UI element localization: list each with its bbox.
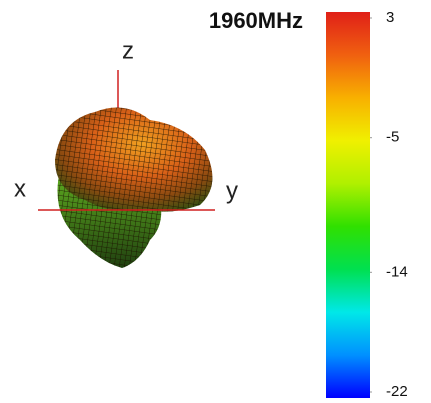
- colorbar-tick-label: -5: [386, 129, 399, 146]
- colorbar-tick-label: -22: [386, 383, 408, 400]
- y-axis-label: y: [226, 177, 238, 204]
- x-axis-label: x: [14, 175, 26, 202]
- chart-title: 1960MHz: [209, 8, 303, 33]
- colorbar: [326, 12, 370, 398]
- z-axis-label: z: [122, 37, 134, 64]
- pattern-surface: [38, 70, 215, 268]
- colorbar-tick-label: 3: [386, 9, 394, 26]
- colorbar-tick-label: -14: [386, 263, 408, 280]
